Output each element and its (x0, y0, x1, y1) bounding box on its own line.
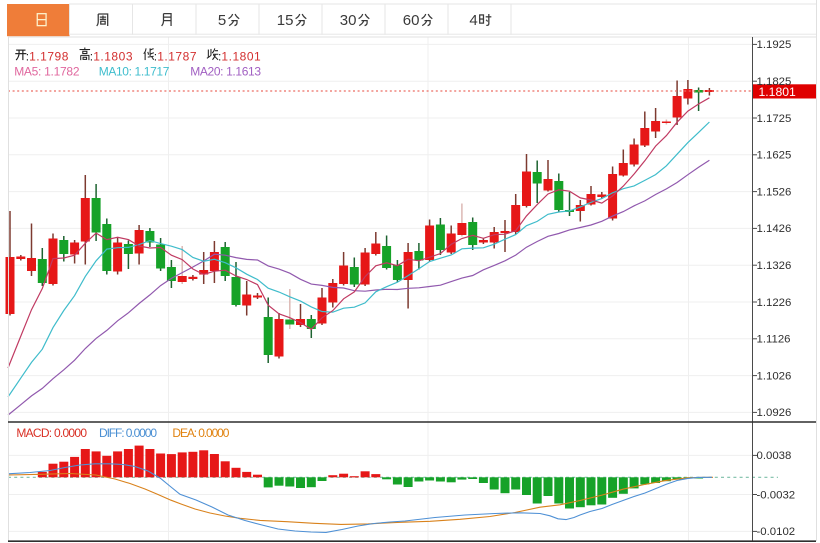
svg-text:1.1801: 1.1801 (221, 49, 261, 63)
svg-text::: : (154, 49, 157, 63)
svg-text:1.1326: 1.1326 (757, 260, 792, 272)
svg-text::: : (90, 49, 93, 63)
svg-text:1.1026: 1.1026 (757, 370, 792, 382)
svg-text:1.1803: 1.1803 (93, 49, 133, 63)
svg-text:1.1825: 1.1825 (757, 76, 792, 88)
svg-text:1.1801: 1.1801 (759, 85, 796, 99)
svg-text:5: 5 (218, 12, 226, 29)
svg-text:MA5: 1.1782: MA5: 1.1782 (14, 64, 80, 78)
svg-text:1.1925: 1.1925 (757, 39, 792, 51)
svg-text:0.0038: 0.0038 (757, 450, 792, 462)
svg-text:1.1426: 1.1426 (757, 223, 792, 235)
svg-text:1.1126: 1.1126 (757, 334, 791, 346)
svg-text:1.1226: 1.1226 (757, 297, 792, 309)
svg-text:1.1725: 1.1725 (757, 113, 792, 125)
svg-text:MA20: 1.1613: MA20: 1.1613 (190, 64, 261, 78)
svg-text:MACD: 0.0000: MACD: 0.0000 (16, 426, 87, 440)
svg-text:1.0926: 1.0926 (757, 407, 792, 419)
svg-text:15: 15 (277, 12, 294, 29)
svg-text:1.1798: 1.1798 (29, 49, 69, 63)
svg-text:DEA: 0.0000: DEA: 0.0000 (172, 426, 229, 440)
svg-text:-0.0102: -0.0102 (757, 526, 796, 538)
svg-text:4: 4 (469, 12, 477, 29)
svg-text:30: 30 (340, 12, 357, 29)
svg-text:1.1625: 1.1625 (757, 150, 792, 162)
svg-text:MA10: 1.1717: MA10: 1.1717 (99, 64, 170, 78)
svg-text:DIFF: 0.0000: DIFF: 0.0000 (99, 426, 157, 440)
svg-text::: : (218, 49, 221, 63)
svg-text:1.1526: 1.1526 (757, 186, 792, 198)
svg-text:60: 60 (403, 12, 420, 29)
svg-text:-0.0032: -0.0032 (757, 489, 796, 501)
svg-text:1.1787: 1.1787 (157, 49, 197, 63)
svg-text::: : (26, 49, 29, 63)
